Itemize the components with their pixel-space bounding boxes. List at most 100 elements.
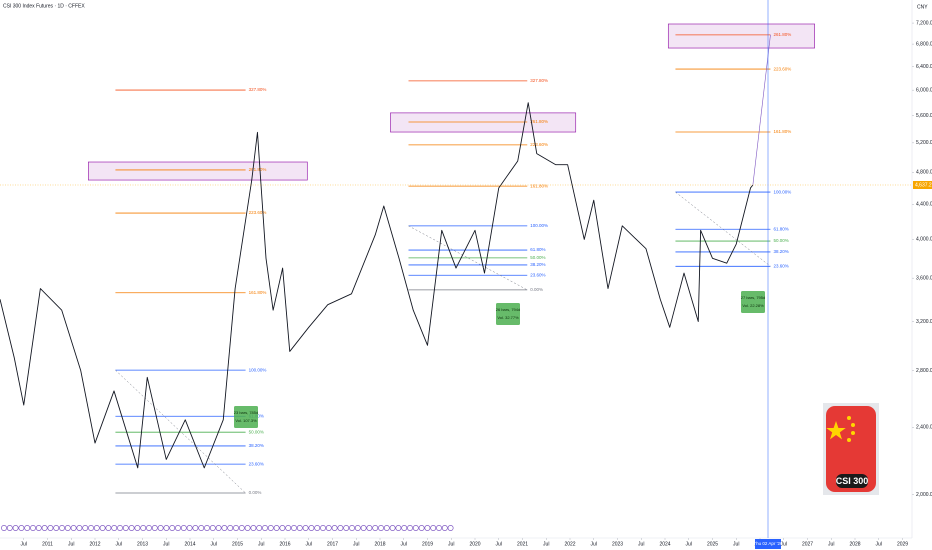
event-icon bbox=[262, 525, 268, 531]
price-line bbox=[0, 102, 754, 469]
x-tick-label: Jul bbox=[733, 541, 739, 547]
event-icon bbox=[244, 525, 251, 531]
event-icon bbox=[378, 525, 384, 531]
fib-level-label: 50.00% bbox=[249, 429, 264, 434]
event-icon bbox=[238, 525, 245, 531]
measure-text: 27 bars, 795d bbox=[741, 295, 765, 300]
y-tick-label: 6,400.0 bbox=[916, 64, 932, 70]
event-icon bbox=[105, 525, 112, 531]
x-tick-label: Jul bbox=[686, 541, 692, 547]
event-icon bbox=[430, 525, 437, 531]
event-icon bbox=[59, 525, 65, 531]
event-icon bbox=[331, 525, 338, 531]
x-tick-label: Jul bbox=[496, 541, 502, 547]
y-tick-label: 4,800.0 bbox=[916, 170, 932, 176]
event-icon bbox=[320, 525, 326, 531]
measure-text: 26 bars, 794d bbox=[496, 307, 520, 312]
x-tick-label: Jul bbox=[781, 541, 787, 547]
x-tick-label: Jul bbox=[591, 541, 597, 547]
event-icon bbox=[366, 525, 373, 531]
fib-level-label: 50.00% bbox=[530, 255, 545, 260]
crosshair-label: Thu 02 Apr '26 bbox=[753, 541, 783, 546]
event-icon bbox=[111, 525, 118, 531]
event-icon bbox=[35, 525, 42, 531]
event-icon bbox=[70, 525, 77, 531]
fib-level-label: 261.80% bbox=[249, 167, 267, 172]
x-tick-label: 2024 bbox=[659, 541, 670, 547]
fib-level-label: 100.00% bbox=[530, 223, 548, 228]
event-icon bbox=[372, 525, 379, 531]
event-icon bbox=[279, 525, 286, 531]
x-tick-label: Jul bbox=[21, 541, 27, 547]
y-tick-label: 5,200.0 bbox=[916, 140, 932, 146]
fib-level-label: 327.80% bbox=[530, 78, 548, 83]
event-icon bbox=[209, 525, 216, 531]
fib-trend-line bbox=[408, 225, 528, 291]
x-tick-label: Jul bbox=[401, 541, 407, 547]
event-icon bbox=[407, 525, 413, 531]
fib-level-label: 223.60% bbox=[249, 210, 267, 215]
event-icon bbox=[447, 525, 454, 531]
event-icon bbox=[256, 525, 263, 531]
fib-level-label: 23.60% bbox=[530, 272, 545, 277]
event-icon bbox=[140, 525, 147, 531]
fib-level-label: 50.00% bbox=[773, 238, 788, 243]
event-icon bbox=[337, 525, 344, 531]
y-tick-label: 3,600.0 bbox=[916, 276, 932, 282]
x-tick-label: 2023 bbox=[612, 541, 623, 547]
x-tick-label: Jul bbox=[543, 541, 549, 547]
event-icon bbox=[314, 525, 321, 531]
x-tick-label: Jul bbox=[68, 541, 74, 547]
event-icon bbox=[349, 525, 355, 531]
event-icon bbox=[383, 525, 390, 531]
x-tick-label: 2015 bbox=[232, 541, 243, 547]
y-tick-label: 4,400.0 bbox=[916, 202, 932, 208]
event-icon bbox=[308, 525, 315, 531]
event-icon bbox=[389, 525, 396, 531]
x-tick-label: 2017 bbox=[327, 541, 338, 547]
event-icon bbox=[221, 525, 228, 531]
fib-level-label: 38.20% bbox=[530, 262, 545, 267]
x-tick-label: 2018 bbox=[374, 541, 385, 547]
logo-flag bbox=[826, 406, 876, 492]
event-icon bbox=[88, 525, 94, 531]
x-tick-label: Jul bbox=[828, 541, 834, 547]
event-icon bbox=[227, 525, 234, 531]
y-tick-label: 6,800.0 bbox=[916, 41, 932, 47]
event-icon bbox=[64, 525, 71, 531]
fib-level-label: 61.80% bbox=[530, 247, 545, 252]
event-icon bbox=[424, 525, 431, 531]
fib-trend-line bbox=[115, 369, 246, 494]
event-icon bbox=[18, 525, 25, 531]
event-icon bbox=[436, 525, 442, 531]
target-zone bbox=[667, 23, 815, 49]
event-icon bbox=[418, 525, 425, 531]
x-tick-label: Jul bbox=[258, 541, 264, 547]
y-tick-label: 4,000.0 bbox=[916, 237, 932, 243]
event-icons bbox=[1, 525, 454, 531]
last-price-tag bbox=[913, 180, 932, 189]
axes-layer: 2,000.0 2,400.0 2,800.0 3,200.0 3,600.0 4,000… bbox=[21, 0, 932, 549]
x-tick-label: 2029 bbox=[897, 541, 908, 547]
logo: CSI 300 bbox=[823, 403, 879, 495]
y-tick-label: 2,000.0 bbox=[916, 492, 932, 498]
event-icon bbox=[134, 525, 141, 531]
x-tick-label: Jul bbox=[163, 541, 169, 547]
fib-level-label: 223.60% bbox=[773, 66, 791, 71]
event-icon bbox=[157, 525, 164, 531]
target-zone bbox=[87, 161, 308, 181]
series-layer: 23 bars, 785d Vol. 107.3% 26 bars, 794d Vol… bbox=[0, 34, 912, 469]
y-tick-label: 2,400.0 bbox=[916, 425, 932, 431]
event-icon bbox=[12, 525, 19, 531]
y-tick-label: 7,200.0 bbox=[916, 20, 932, 26]
x-tick-label: 2022 bbox=[564, 541, 575, 547]
y-tick-label: 3,200.0 bbox=[916, 319, 932, 325]
x-tick-label: Jul bbox=[638, 541, 644, 547]
logo-pill bbox=[836, 474, 868, 488]
y-tick-label: 6,000.0 bbox=[916, 88, 932, 94]
measure-box bbox=[741, 291, 765, 313]
x-tick-label: Jul bbox=[353, 541, 359, 547]
target-zone bbox=[390, 112, 577, 133]
